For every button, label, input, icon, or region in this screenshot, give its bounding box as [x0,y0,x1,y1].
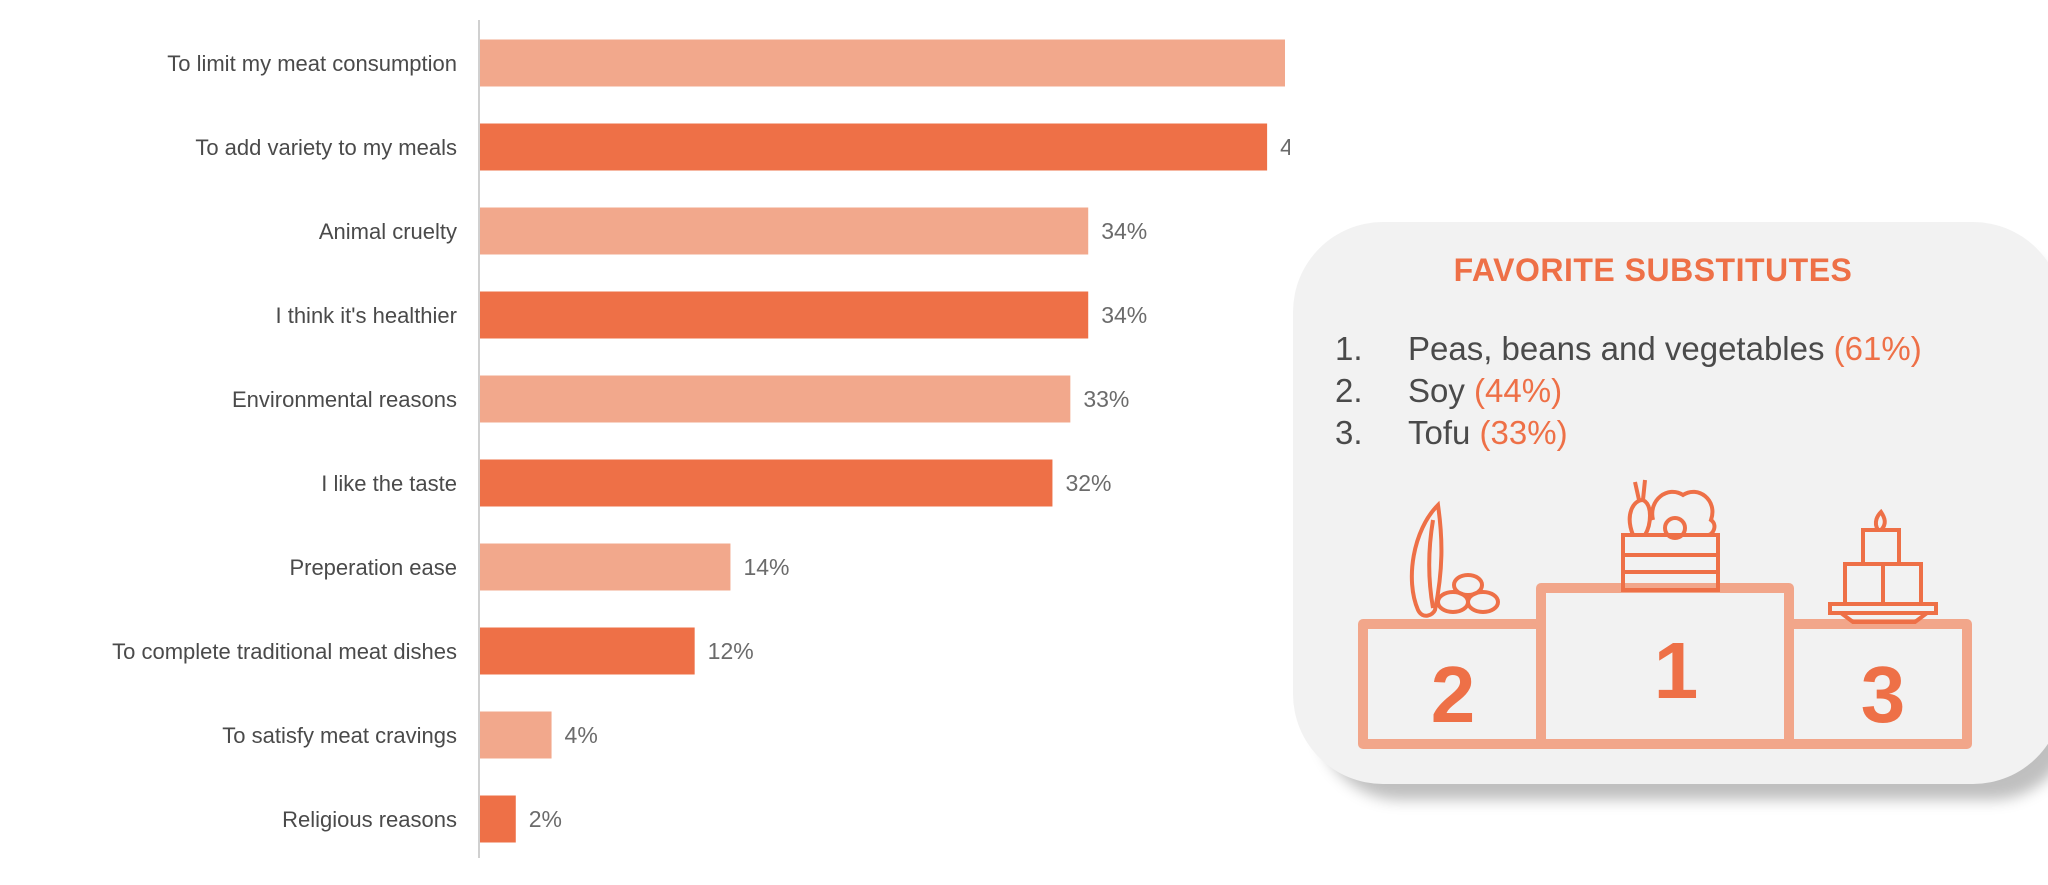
value-label: 2% [529,806,562,832]
bar [480,627,695,675]
item-name: Soy [1408,372,1465,409]
podium: 2 1 3 [1358,479,1972,749]
value-label: 34% [1101,218,1147,244]
item-percent: (61%) [1833,330,1922,367]
item-percent: (44%) [1474,372,1563,409]
value-label: 34% [1101,302,1147,328]
list-item: 2. Soy (44%) [1335,370,1922,412]
category-label: To complete traditional meat dishes [112,639,457,664]
category-label: To add variety to my meals [195,135,457,160]
item-name: Tofu [1408,414,1471,451]
item-name: Peas, beans and vegetables [1408,330,1825,367]
bar [480,39,1285,87]
item-number: 3. [1335,414,1363,451]
value-label: 14% [743,554,789,580]
item-number: 2. [1335,372,1363,409]
podium-number-2: 2 [1431,650,1476,739]
item-number: 1. [1335,330,1363,367]
podium-number-1: 1 [1654,626,1699,715]
pea-pod-icon [1409,500,1500,618]
tofu-icon [1828,508,1938,624]
bar [480,291,1089,339]
bar [480,543,731,591]
category-label: Environmental reasons [232,387,457,412]
bar-chart: To limit my meat consumption45%To add va… [112,20,1290,858]
bar [480,459,1053,507]
list-item: 3. Tofu (33%) [1335,412,1922,454]
podium-number-3: 3 [1861,650,1906,739]
value-label: 44% [1280,134,1290,160]
value-label: 12% [708,638,754,664]
category-label: Animal cruelty [319,219,457,244]
bar [480,375,1071,423]
bar [480,795,516,843]
substitutes-list: 1. Peas, beans and vegetables (61%) 2. Soy… [1335,328,1922,454]
panel-title: FAVORITE SUBSTITUTES [1453,252,1853,288]
item-percent: (33%) [1479,414,1568,451]
category-label: Religious reasons [282,807,457,832]
vegetable-crate-icon [1621,479,1720,592]
category-label: I like the taste [321,471,457,496]
category-label: Preperation ease [289,555,457,580]
category-label: I think it's healthier [275,303,457,328]
bar [480,711,552,759]
bar [480,207,1089,255]
category-label: To satisfy meat cravings [222,723,457,748]
value-label: 4% [565,722,598,748]
bar [480,123,1268,171]
value-label: 32% [1065,470,1111,496]
list-item: 1. Peas, beans and vegetables (61%) [1335,328,1922,370]
category-label: To limit my meat consumption [167,51,457,76]
value-label: 33% [1083,386,1129,412]
favorite-substitutes-panel [1293,222,2048,784]
